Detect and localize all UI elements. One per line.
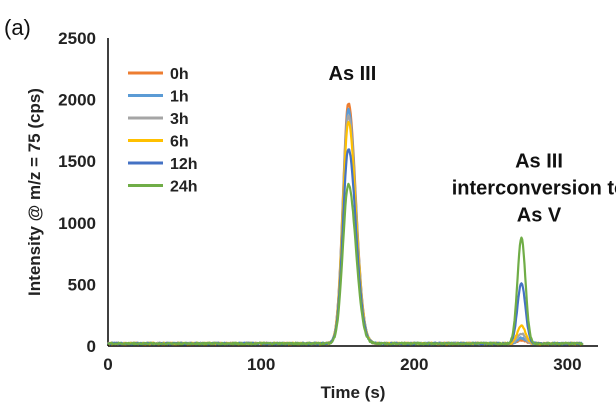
x-axis-label: Time (s) [321, 383, 386, 402]
y-tick-labels: 0 500 1000 1500 2000 2500 [58, 29, 96, 356]
x-tick-label: 100 [247, 355, 275, 374]
annotation-line: As V [517, 204, 562, 226]
y-tick-label: 500 [68, 275, 96, 294]
x-tick-label: 300 [553, 355, 581, 374]
y-axis-label: Intensity @ m/z = 75 (cps) [25, 88, 44, 296]
legend-label-12h: 12h [170, 156, 198, 173]
y-tick-label: 2000 [58, 91, 96, 110]
annotation-line: As III [515, 150, 563, 172]
annotation-line: As III [329, 63, 377, 85]
legend-label-6h: 6h [170, 134, 189, 151]
legend-label-0h: 0h [170, 66, 189, 83]
y-tick-label: 1000 [58, 214, 96, 233]
x-tick-labels: 0 100 200 300 [103, 355, 581, 374]
series-line-24h [107, 182, 584, 346]
x-tick-label: 0 [103, 355, 112, 374]
legend-label-1h: 1h [170, 89, 189, 106]
y-axis-title: Intensity @ m/z = 75 (cps) [25, 88, 44, 296]
legend: 0h 1h 3h 6h 12h 24h [128, 66, 198, 196]
annotation-line: interconversion to [452, 177, 616, 199]
y-tick-label: 0 [87, 337, 96, 356]
legend-label-3h: 3h [170, 111, 189, 128]
series-lines [107, 102, 584, 346]
axes [107, 38, 598, 347]
x-tick-label: 200 [400, 355, 428, 374]
y-tick-label: 1500 [58, 152, 96, 171]
legend-label-24h: 24h [170, 179, 198, 196]
y-tick-label: 2500 [58, 29, 96, 48]
panel-label: (a) [4, 15, 31, 40]
annotations: As III As III interconversion to As V [329, 63, 616, 226]
